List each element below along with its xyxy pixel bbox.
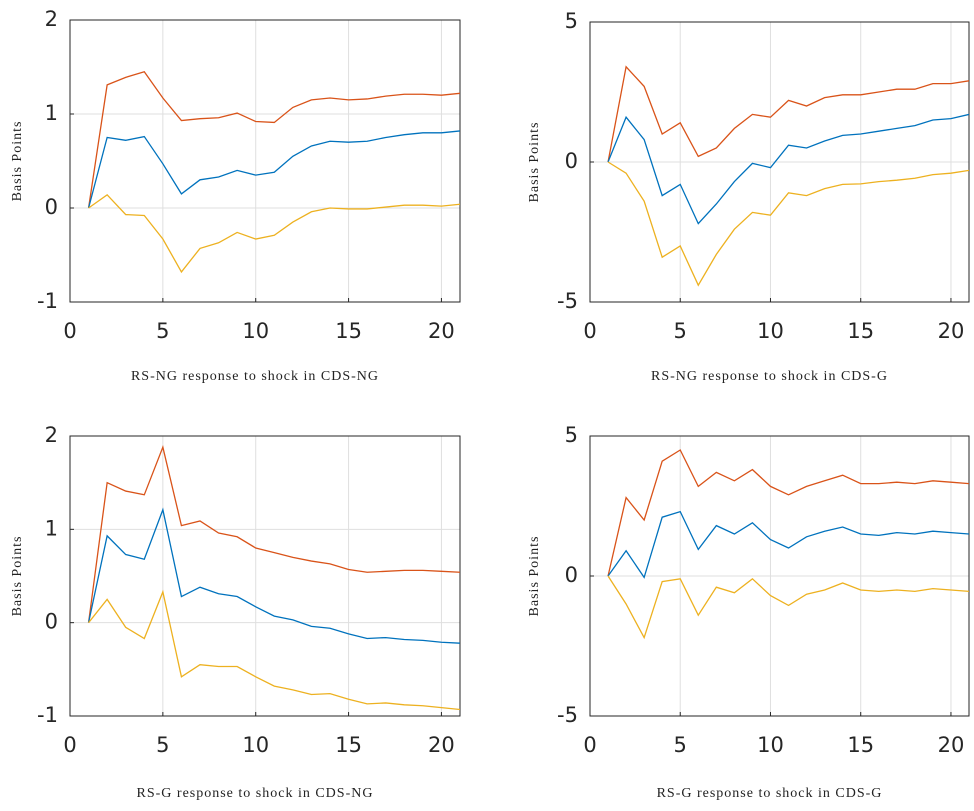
y-tick-label: -5 xyxy=(557,703,578,727)
x-tick-label: 10 xyxy=(242,319,269,343)
series-line xyxy=(607,65,969,163)
x-axis-label: RS-NG response to shock in CDS-G xyxy=(651,369,888,384)
y-tick-label: 0 xyxy=(45,610,58,634)
series-line xyxy=(87,507,460,644)
y-axis-label: Basis Points xyxy=(527,122,542,203)
y-tick-label: 0 xyxy=(565,149,578,173)
y-tick-label: 2 xyxy=(45,423,58,447)
series-line xyxy=(607,449,969,577)
y-axis-label: Basis Points xyxy=(10,536,25,617)
series-line xyxy=(87,70,460,209)
x-tick-label: 10 xyxy=(757,733,784,757)
series-line xyxy=(87,445,460,623)
x-axis-label: RS-G response to shock in CDS-G xyxy=(657,786,883,801)
x-tick-label: 20 xyxy=(428,319,455,343)
y-tick-label: 5 xyxy=(565,9,578,33)
x-tick-label: 20 xyxy=(428,733,455,757)
series-line xyxy=(88,193,460,274)
y-axis-label: Basis Points xyxy=(10,121,25,202)
y-tick-label: -5 xyxy=(557,289,578,313)
series-line xyxy=(88,589,460,711)
y-tick-label: 1 xyxy=(45,101,58,125)
series-line xyxy=(607,510,969,579)
series-line xyxy=(87,130,460,209)
y-tick-label: 1 xyxy=(45,516,58,540)
plot-frame xyxy=(69,19,461,303)
x-tick-label: 20 xyxy=(938,319,965,343)
x-tick-label: 15 xyxy=(335,733,362,757)
x-tick-label: 15 xyxy=(847,733,874,757)
x-tick-label: 0 xyxy=(583,319,596,343)
x-tick-label: 20 xyxy=(938,733,965,757)
series-line xyxy=(607,113,969,225)
x-axis-label: RS-NG response to shock in CDS-NG xyxy=(131,369,379,384)
y-tick-label: 0 xyxy=(565,563,578,587)
y-tick-label: -1 xyxy=(37,703,58,727)
y-tick-label: 5 xyxy=(565,423,578,447)
x-tick-label: 5 xyxy=(156,733,169,757)
x-tick-label: 0 xyxy=(63,733,76,757)
x-tick-label: 5 xyxy=(674,319,687,343)
series-line xyxy=(607,575,969,640)
plot-frame xyxy=(589,435,970,717)
y-tick-label: 2 xyxy=(45,7,58,31)
series-line xyxy=(607,161,969,287)
x-tick-label: 10 xyxy=(757,319,784,343)
x-tick-label: 5 xyxy=(674,733,687,757)
x-axis-label: RS-G response to shock in CDS-NG xyxy=(137,786,374,801)
x-tick-label: 0 xyxy=(63,319,76,343)
x-tick-label: 15 xyxy=(847,319,874,343)
plot-frame xyxy=(69,435,461,717)
x-tick-label: 5 xyxy=(156,319,169,343)
y-tick-label: -1 xyxy=(37,289,58,313)
plot-frame xyxy=(589,21,970,303)
x-tick-label: 0 xyxy=(583,733,596,757)
x-tick-label: 10 xyxy=(242,733,269,757)
x-tick-label: 15 xyxy=(335,319,362,343)
y-axis-label: Basis Points xyxy=(527,536,542,617)
y-tick-label: 0 xyxy=(45,195,58,219)
